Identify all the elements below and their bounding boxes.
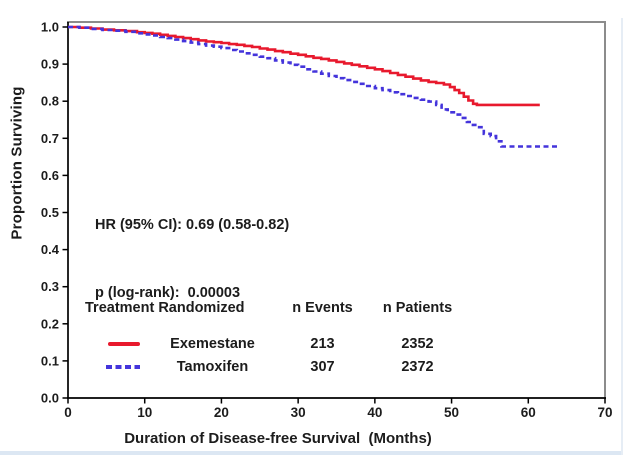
exemestane-line-swatch xyxy=(108,341,140,346)
y-tick-label: 1.0 xyxy=(41,20,59,35)
x-axis-label: Duration of Disease-free Survival (Month… xyxy=(124,430,432,447)
legend-row-exemestane: Exemestane xyxy=(170,335,255,352)
pvalue-text: p (log-rank): 0.00003 xyxy=(95,284,241,301)
page-bottom-edge xyxy=(0,451,623,455)
y-tick-label: 0.8 xyxy=(41,94,59,109)
y-tick-label: 0.6 xyxy=(41,168,59,183)
tamoxifen-swatch xyxy=(80,355,150,378)
tamoxifen-n-events: 307 xyxy=(310,358,335,375)
y-tick-label: 0.0 xyxy=(41,391,59,406)
stats-annotation: HR (95% CI): 0.69 (0.58-0.82) p (log-ran… xyxy=(95,169,289,349)
hr-ci-text: HR (95% CI): 0.69 (0.58-0.82) xyxy=(95,217,290,233)
y-tick-label: 0.4 xyxy=(41,242,60,257)
x-tick-label: 30 xyxy=(291,405,306,420)
y-axis-label: Proportion Surviving xyxy=(8,86,26,240)
x-tick-label: 60 xyxy=(521,405,536,420)
tamoxifen-line-swatch xyxy=(106,364,140,369)
legend-header-events: n Events xyxy=(292,300,353,316)
x-tick-label: 20 xyxy=(214,405,229,420)
y-tick-label: 0.3 xyxy=(41,279,59,294)
x-tick-label: 70 xyxy=(597,405,612,420)
y-tick-label: 0.2 xyxy=(41,316,59,331)
x-tick-label: 0 xyxy=(64,405,72,420)
y-tick-label: 0.5 xyxy=(41,205,59,220)
exemestane-n-events: 213 xyxy=(310,335,335,352)
exemestane-curve xyxy=(68,25,540,107)
legend-row-tamoxifen: Tamoxifen xyxy=(176,358,249,375)
legend-header-treatment: Treatment Randomized xyxy=(85,300,245,316)
legend-table: Treatment Randomized n Events n Patients… xyxy=(80,300,465,378)
y-tick-label: 0.7 xyxy=(41,131,59,146)
exemestane-swatch xyxy=(80,332,150,355)
legend-header-patients: n Patients xyxy=(382,300,453,316)
tamoxifen-n-patients: 2372 xyxy=(401,358,434,375)
page-right-edge xyxy=(621,18,623,455)
x-tick-label: 50 xyxy=(444,405,459,420)
exemestane-n-patients: 2352 xyxy=(401,335,434,352)
y-tick-label: 0.1 xyxy=(41,353,59,368)
tamoxifen-curve xyxy=(68,25,559,148)
y-tick-label: 0.9 xyxy=(41,57,59,72)
x-tick-label: 40 xyxy=(367,405,382,420)
x-tick-label: 10 xyxy=(137,405,152,420)
